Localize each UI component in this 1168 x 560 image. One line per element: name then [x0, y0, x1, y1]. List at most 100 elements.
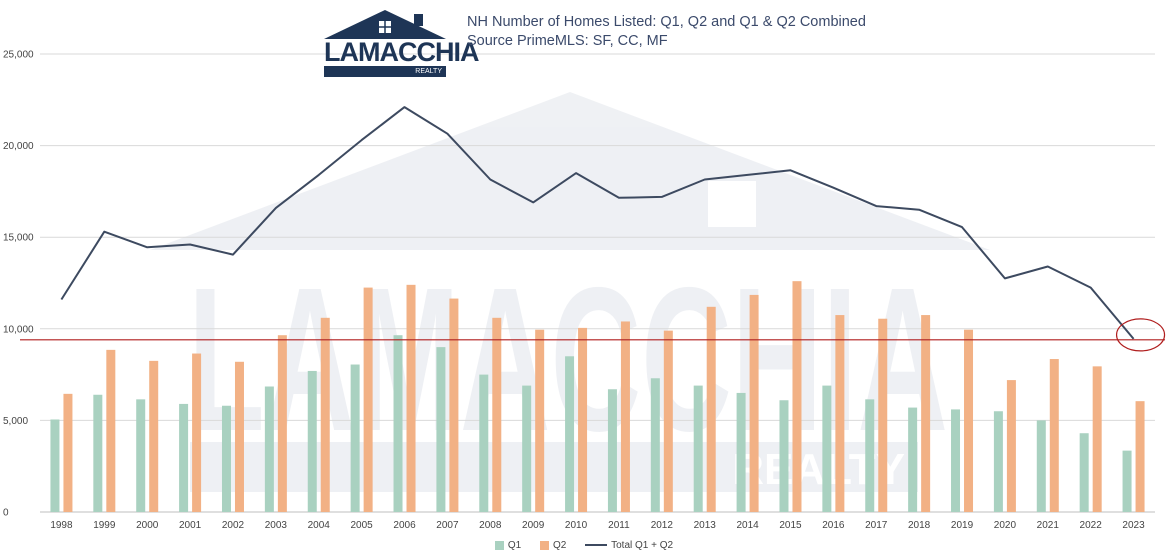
watermark-sub: REALTY	[732, 445, 905, 494]
bar-q2-2007	[449, 298, 459, 512]
bar-q1-2001	[179, 403, 189, 512]
bar-q2-2010	[578, 327, 588, 512]
y-tick-label: 15,000	[3, 233, 34, 244]
x-tick-label: 2003	[265, 520, 288, 531]
legend: Q1 Q2 Total Q1 + Q2	[0, 540, 1168, 551]
logo-roof-icon	[324, 10, 446, 39]
bar-q1-2004	[307, 370, 317, 512]
bar-q1-2006	[393, 335, 403, 512]
chart-title: NH Number of Homes Listed: Q1, Q2 and Q1…	[467, 14, 866, 30]
legend-swatch-q1	[494, 540, 504, 550]
bar-q2-2018	[921, 315, 931, 512]
bars	[50, 281, 1145, 512]
bar-q1-2012	[650, 378, 660, 512]
bar-q1-2017	[865, 399, 875, 512]
bar-q2-2005	[363, 287, 373, 512]
y-tick-label: 20,000	[3, 141, 34, 152]
bar-q2-2014	[749, 294, 759, 512]
lines	[60, 106, 1135, 340]
y-tick-label: 10,000	[3, 324, 34, 335]
logo-word: LAMACCHIA	[324, 37, 479, 67]
x-tick-label: 2016	[822, 520, 845, 531]
x-tick-label: 2015	[779, 520, 802, 531]
bar-q1-2014	[736, 392, 746, 512]
bar-q1-2009	[522, 385, 532, 512]
bar-q1-2005	[350, 364, 360, 512]
bar-q2-2006	[406, 284, 416, 512]
bar-q1-2015	[779, 400, 789, 512]
bar-q1-2007	[436, 347, 446, 512]
bar-q1-2000	[136, 399, 146, 512]
bar-q2-2019	[964, 329, 974, 512]
bar-q2-2015	[792, 281, 802, 512]
bar-q1-1998	[50, 419, 60, 512]
y-tick-label: 5,000	[3, 416, 28, 427]
bar-q1-2019	[951, 409, 961, 512]
bar-q1-2002	[221, 405, 231, 512]
total-line	[60, 106, 1135, 340]
x-tick-label: 2021	[1037, 520, 1060, 531]
x-tick-label: 2010	[565, 520, 588, 531]
x-tick-label: 2005	[351, 520, 374, 531]
x-tick-label: 2013	[694, 520, 717, 531]
legend-item-total: Total Q1 + Q2	[585, 540, 673, 551]
chart-subtitle: Source PrimeMLS: SF, CC, MF	[467, 33, 668, 49]
x-tick-label: 2006	[393, 520, 416, 531]
x-tick-label: 2017	[865, 520, 888, 531]
x-tick-label: 2009	[522, 520, 545, 531]
bar-q2-2001	[192, 353, 202, 512]
bar-q2-2020	[1006, 380, 1016, 512]
bar-q1-1999	[93, 394, 103, 512]
legend-item-q1: Q1	[494, 540, 521, 551]
bar-q2-2008	[492, 317, 502, 512]
lamacchia-logo: LAMACCHIA REALTY	[318, 8, 479, 78]
legend-swatch-q2	[540, 540, 549, 550]
x-tick-label: 2022	[1080, 520, 1103, 531]
bar-q2-2022	[1092, 366, 1102, 512]
x-tick-label: 2002	[222, 520, 245, 531]
bar-q2-2009	[535, 329, 545, 512]
bar-q2-2002	[234, 361, 244, 512]
bar-q2-2016	[835, 315, 845, 512]
bar-q2-2017	[878, 318, 888, 512]
annotations	[20, 318, 1166, 352]
x-tick-label: 2012	[651, 520, 674, 531]
bar-q2-2021	[1049, 359, 1059, 512]
bar-q2-2004	[320, 317, 330, 512]
bar-q1-2010	[565, 356, 575, 512]
bar-q1-2016	[822, 385, 832, 512]
bar-q1-2003	[264, 386, 274, 512]
y-tick-label: 25,000	[3, 50, 34, 61]
x-tick-label: 2007	[436, 520, 459, 531]
bar-q2-1998	[63, 393, 73, 512]
bar-q2-2012	[663, 330, 673, 512]
x-tick-label: 2004	[308, 520, 331, 531]
bar-q2-2000	[149, 360, 159, 512]
x-tick-label: 2023	[1122, 520, 1145, 531]
y-axis: 0 5,000 10,000 15,000 20,000 25,000	[3, 50, 34, 519]
legend-swatch-total	[585, 544, 608, 547]
bar-q2-2023	[1135, 401, 1145, 512]
bar-q1-2011	[607, 389, 617, 512]
legend-label-q2: Q2	[553, 540, 567, 551]
x-tick-label: 2008	[479, 520, 502, 531]
legend-item-q2: Q2	[540, 540, 566, 551]
x-tick-label: 2019	[951, 520, 974, 531]
x-tick-label: 2000	[136, 520, 159, 531]
x-tick-label: 2011	[608, 520, 630, 531]
logo-sub: REALTY	[324, 66, 446, 77]
x-tick-label: 2001	[179, 520, 202, 531]
bar-q2-1999	[106, 349, 116, 512]
bar-q2-2011	[620, 321, 630, 512]
bar-q1-2021	[1036, 420, 1046, 512]
x-tick-label: 2014	[736, 520, 759, 531]
legend-label-total: Total Q1 + Q2	[611, 540, 674, 551]
highlight-circle	[1115, 318, 1166, 352]
x-tick-label: 1999	[93, 520, 116, 531]
bar-q1-2023	[1122, 450, 1132, 512]
x-axis: 1998 1999 2000 2001 2002 2003 2004 2005 2006 2007…	[50, 520, 1145, 531]
bar-q2-2003	[277, 335, 287, 512]
bar-q1-2013	[693, 385, 703, 512]
watermark-roof-shape	[150, 92, 990, 250]
